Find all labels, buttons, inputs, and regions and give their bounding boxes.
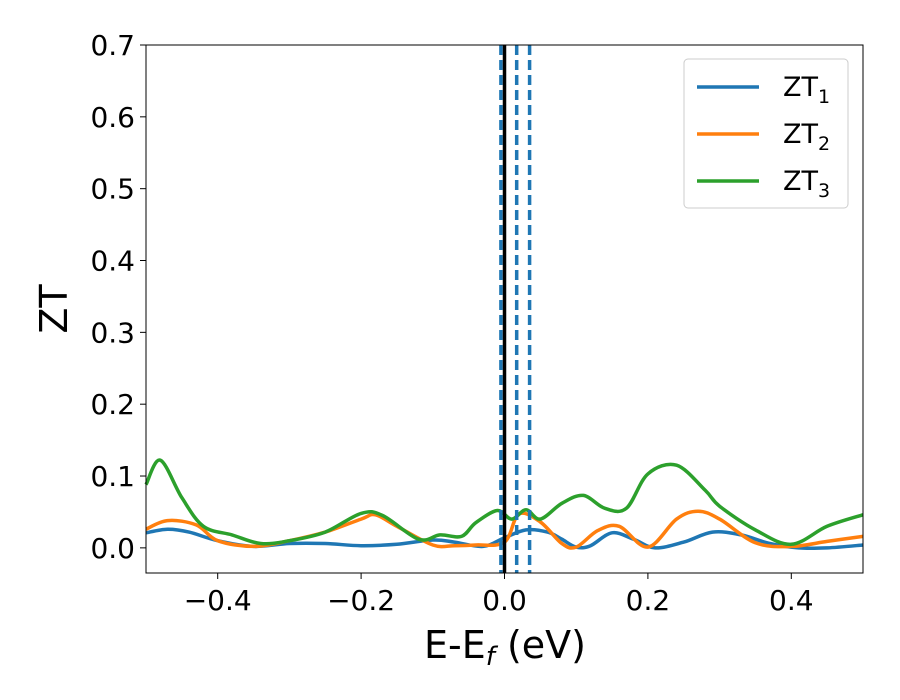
y-tick-label: 0.5 — [90, 173, 135, 206]
y-tick-label: 0.1 — [90, 460, 135, 493]
legend-box — [683, 58, 849, 209]
y-tick-label: 0.2 — [90, 388, 135, 421]
x-tick-label: −0.4 — [184, 584, 252, 617]
x-tick-label: 0.2 — [626, 584, 671, 617]
y-tick-label: 0.7 — [90, 29, 135, 62]
y-tick-label: 0.3 — [90, 316, 135, 349]
legend-label-3: ZT3 — [783, 166, 830, 202]
x-axis-label: E-Ef (eV) — [424, 623, 586, 672]
y-tick-label: 0.4 — [90, 245, 135, 278]
legend-label-1: ZT1 — [783, 72, 830, 108]
x-tick-label: 0.4 — [769, 584, 814, 617]
x-tick-label: 0.0 — [482, 584, 527, 617]
legend-label-2: ZT2 — [783, 119, 830, 155]
y-axis-label: ZT — [32, 284, 76, 334]
y-tick-label: 0.0 — [90, 532, 135, 565]
legend: ZT1 ZT2 ZT3 — [683, 58, 849, 209]
y-tick-label: 0.6 — [90, 101, 135, 134]
x-tick-label: −0.2 — [327, 584, 395, 617]
